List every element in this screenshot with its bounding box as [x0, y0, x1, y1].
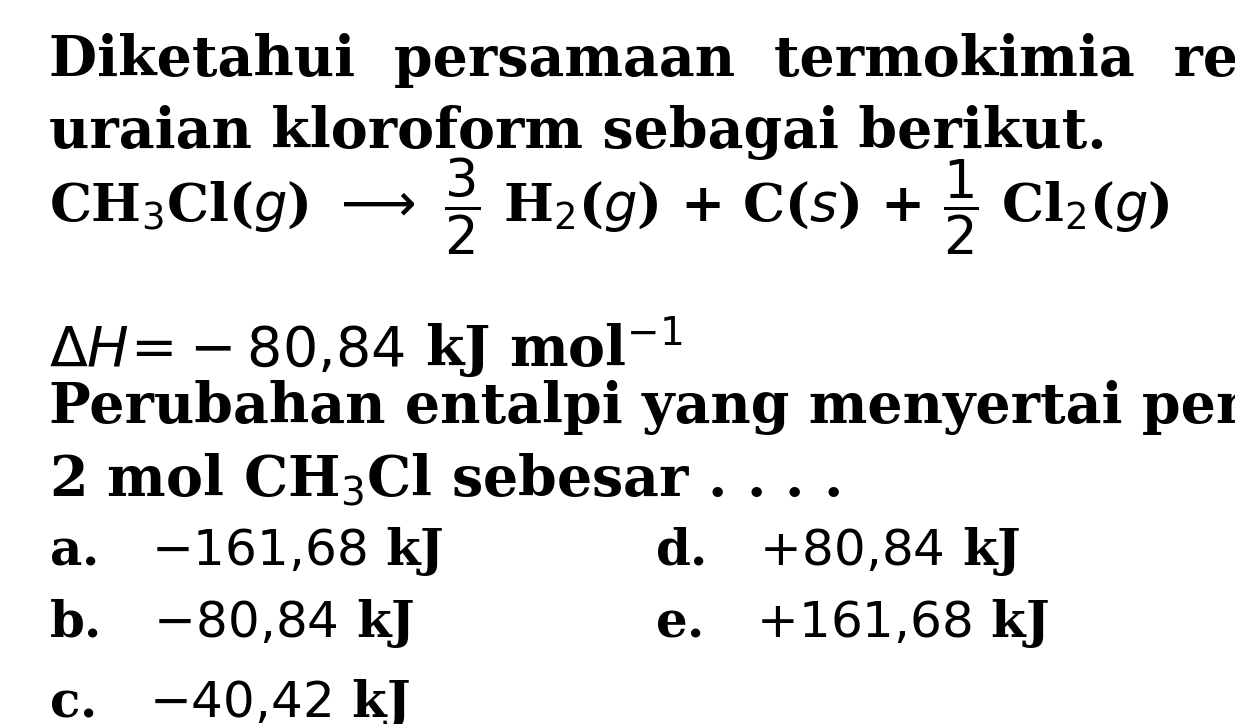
Text: Diketahui  persamaan  termokimia  reaksi  peng-: Diketahui persamaan termokimia reaksi pe…: [49, 33, 1235, 88]
Text: a.   $-161{,}68$ kJ: a. $-161{,}68$ kJ: [49, 525, 445, 578]
Text: CH$_3$Cl($g$) $\longrightarrow$ $\dfrac{3}{2}$ H$_2$($g$) + C($s$) + $\dfrac{1}{: CH$_3$Cl($g$) $\longrightarrow$ $\dfrac{…: [49, 156, 1170, 257]
Text: 2 mol CH$_3$Cl sebesar . . . .: 2 mol CH$_3$Cl sebesar . . . .: [49, 452, 841, 509]
Text: e.   $+161{,}68$ kJ: e. $+161{,}68$ kJ: [655, 597, 1049, 650]
Text: c.   $-40{,}42$ kJ: c. $-40{,}42$ kJ: [49, 677, 410, 724]
Text: Perubahan entalpi yang menyertai pembentukan: Perubahan entalpi yang menyertai pembent…: [49, 380, 1235, 435]
Text: uraian kloroform sebagai berikut.: uraian kloroform sebagai berikut.: [49, 105, 1107, 160]
Text: d.   $+80{,}84$ kJ: d. $+80{,}84$ kJ: [655, 525, 1020, 578]
Text: b.   $-80{,}84$ kJ: b. $-80{,}84$ kJ: [49, 597, 415, 650]
Text: $\Delta H\!=\!-80{,}84$ kJ mol$^{-1}$: $\Delta H\!=\!-80{,}84$ kJ mol$^{-1}$: [49, 315, 683, 380]
